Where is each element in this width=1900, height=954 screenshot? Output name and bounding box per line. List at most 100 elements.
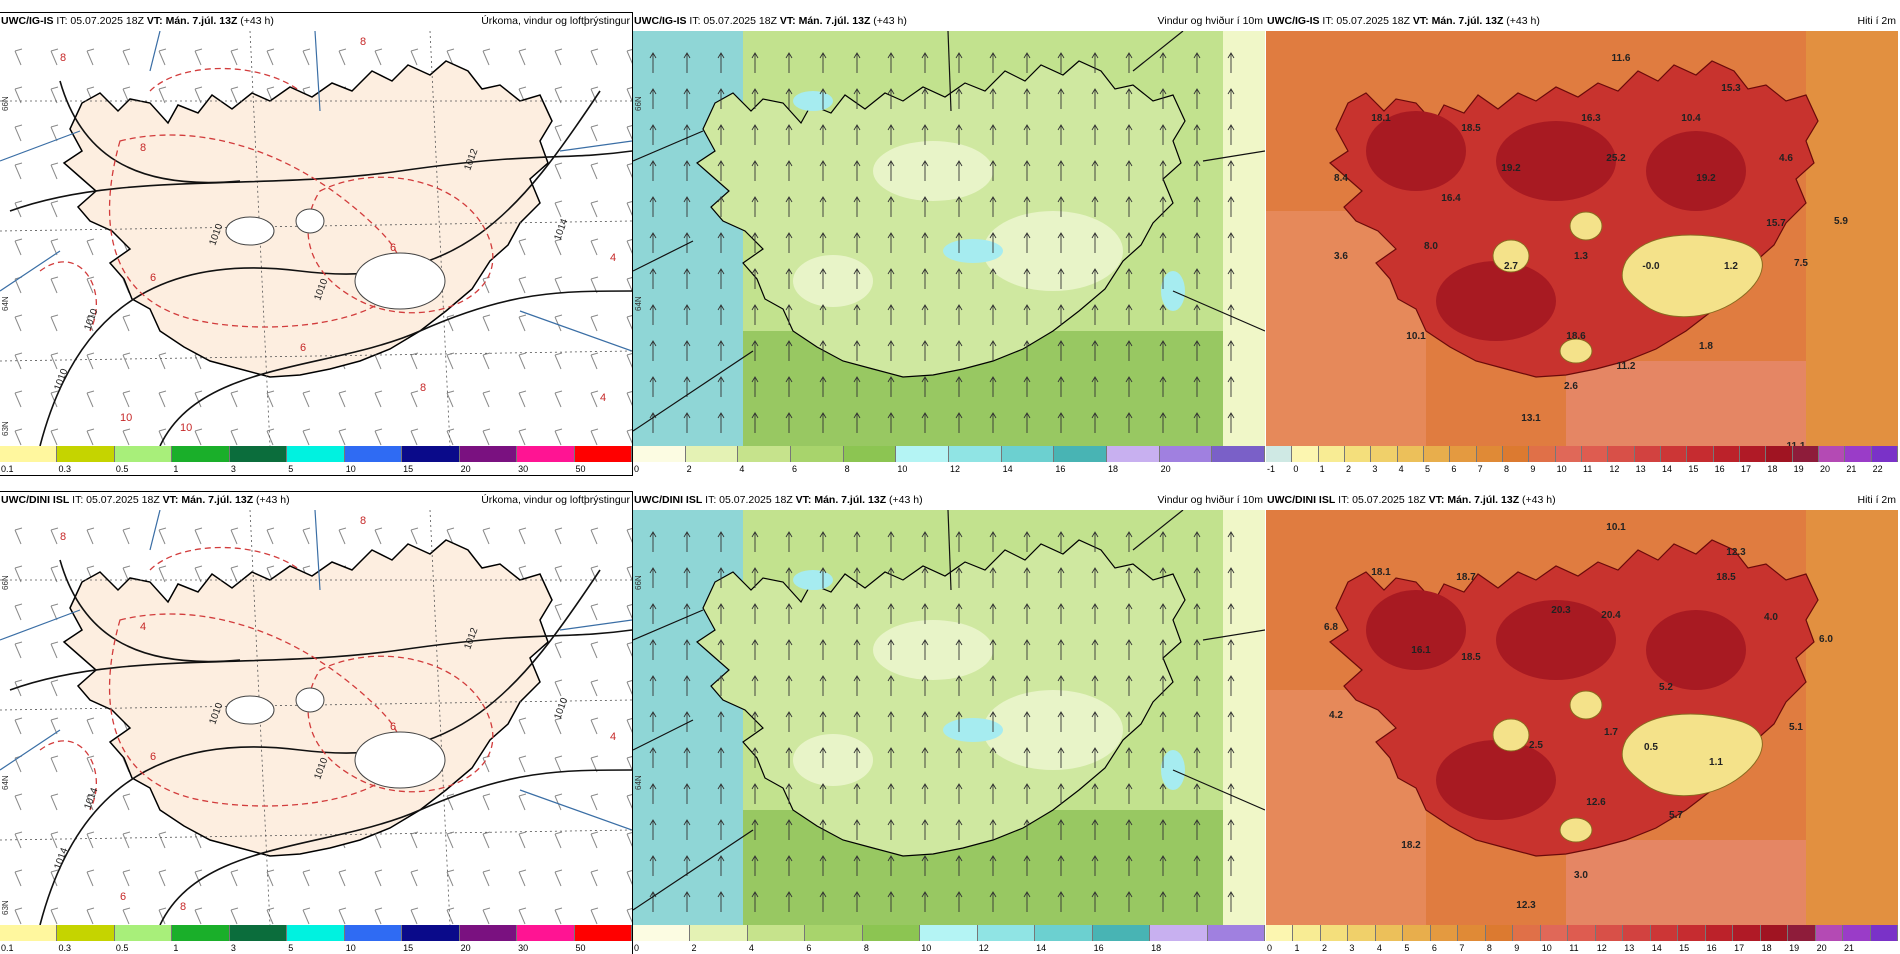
wind-barb [122, 831, 131, 849]
colorbar-swatch [287, 446, 345, 462]
wind-barb [554, 831, 563, 849]
wind-arrow [1023, 855, 1031, 876]
colorbar-tick-label: 5 [1404, 943, 1410, 953]
light-wind-patches [793, 141, 1123, 307]
wind-arrow [989, 124, 997, 145]
wind-arrow [989, 232, 997, 253]
wind-arrow [1193, 819, 1201, 840]
wind-arrow [1193, 304, 1201, 325]
colorbar-tick-label: 9 [1514, 943, 1520, 953]
wind-barb [230, 428, 239, 446]
colorbar-swatch [1207, 925, 1265, 941]
wind-arrow [785, 232, 793, 253]
wind-arrow [785, 783, 793, 804]
graticule-lines [633, 510, 1265, 911]
wind-arrow [819, 52, 827, 73]
temperature-label: 15.7 [1766, 218, 1786, 229]
glacier [295, 687, 325, 713]
wind-barb [302, 869, 311, 887]
glacier-cold [1621, 234, 1763, 318]
wind-barb [518, 352, 527, 370]
temperature-label: 1.3 [1574, 251, 1588, 262]
wind-arrow [887, 376, 895, 397]
wind-arrow [683, 819, 691, 840]
colorbar-swatch [1555, 446, 1582, 462]
wind-arrow [853, 675, 861, 696]
colorbar-swatch [1476, 446, 1503, 462]
colorbar-swatch [862, 925, 921, 941]
wind-barb [50, 793, 59, 811]
precip-label: 4 [610, 252, 616, 264]
map-wind: 66N 64N [633, 31, 1265, 446]
colorbar-tick-label: 2 [1346, 464, 1352, 474]
isobar-line [159, 769, 632, 925]
wind-barb [266, 527, 275, 545]
wind-arrow [853, 340, 861, 361]
wind-barb [50, 831, 59, 849]
wind-barb [14, 831, 23, 849]
temperature-label: 12.3 [1726, 547, 1746, 558]
wind-arrow [853, 196, 861, 217]
wind-barb [86, 390, 95, 408]
wind-arrow [1193, 747, 1201, 768]
wind-arrow [717, 340, 725, 361]
wind-arrow [717, 196, 725, 217]
wind-arrow [819, 196, 827, 217]
wind-arrow [819, 675, 827, 696]
wind-arrow [785, 819, 793, 840]
colorbar-tick-label: 21 [1844, 943, 1855, 953]
wind-barb [194, 390, 203, 408]
wind-barb [518, 314, 527, 332]
wind-arrow [1227, 639, 1235, 660]
temperature-label: 8.4 [1334, 173, 1348, 184]
colorbar-ticks: 0 2 4 6 8 10 12 14 16 18 [633, 942, 1265, 954]
wind-arrow [1227, 891, 1235, 912]
wind-barb [410, 390, 419, 408]
colorbar-swatch [1650, 925, 1679, 941]
colorbar-tick-label: 15 [1688, 464, 1699, 474]
wind-barb [50, 352, 59, 370]
wind-arrow [989, 268, 997, 289]
model-name: UWC/DINI ISL [1, 494, 70, 506]
precip-label: 8 [420, 382, 426, 394]
lead-time: (+43 h) [240, 15, 274, 27]
wind-arrow [683, 855, 691, 876]
wind-arrow [751, 639, 759, 660]
colorbar-swatch [1318, 446, 1345, 462]
wind-arrow [887, 304, 895, 325]
colorbar-swatch [1375, 925, 1404, 941]
wind-arrow [955, 891, 963, 912]
colorbar-tick-label: 16 [1714, 464, 1725, 474]
wind-arrow [921, 160, 929, 181]
precip-label: 6 [300, 342, 306, 354]
wind-arrow [751, 160, 759, 181]
wind-arrow [649, 340, 657, 361]
wind-arrow [887, 747, 895, 768]
colorbar-tick-label: 13 [1624, 943, 1635, 953]
latitude-label: 63N [1, 900, 10, 915]
colorbar-swatch [843, 446, 897, 462]
wind-arrow [1125, 160, 1133, 181]
warm-area [1436, 740, 1556, 820]
wind-barb [338, 527, 347, 545]
wind-arrow [751, 891, 759, 912]
colorbar-tick-label: 8 [863, 943, 869, 953]
wind-arrow [853, 268, 861, 289]
valid-time: VT: Mán. 7.júl. 13Z [795, 494, 887, 506]
wind-barb [626, 794, 632, 809]
wind-arrow [1057, 196, 1065, 217]
glacier [225, 695, 275, 725]
colorbar-swatch [690, 925, 748, 941]
wind-arrow [989, 819, 997, 840]
wind-arrow [649, 603, 657, 624]
precip-label: 6 [150, 751, 156, 763]
precip-label: 4 [600, 392, 606, 404]
wind-arrow [751, 376, 759, 397]
colorbar-swatch [402, 446, 460, 462]
wind-arrow [989, 891, 997, 912]
warm-area [1646, 610, 1746, 690]
colorbar-swatch [0, 446, 58, 462]
wind-arrow [649, 639, 657, 660]
wind-barb [554, 390, 563, 408]
wind-arrow [955, 88, 963, 109]
